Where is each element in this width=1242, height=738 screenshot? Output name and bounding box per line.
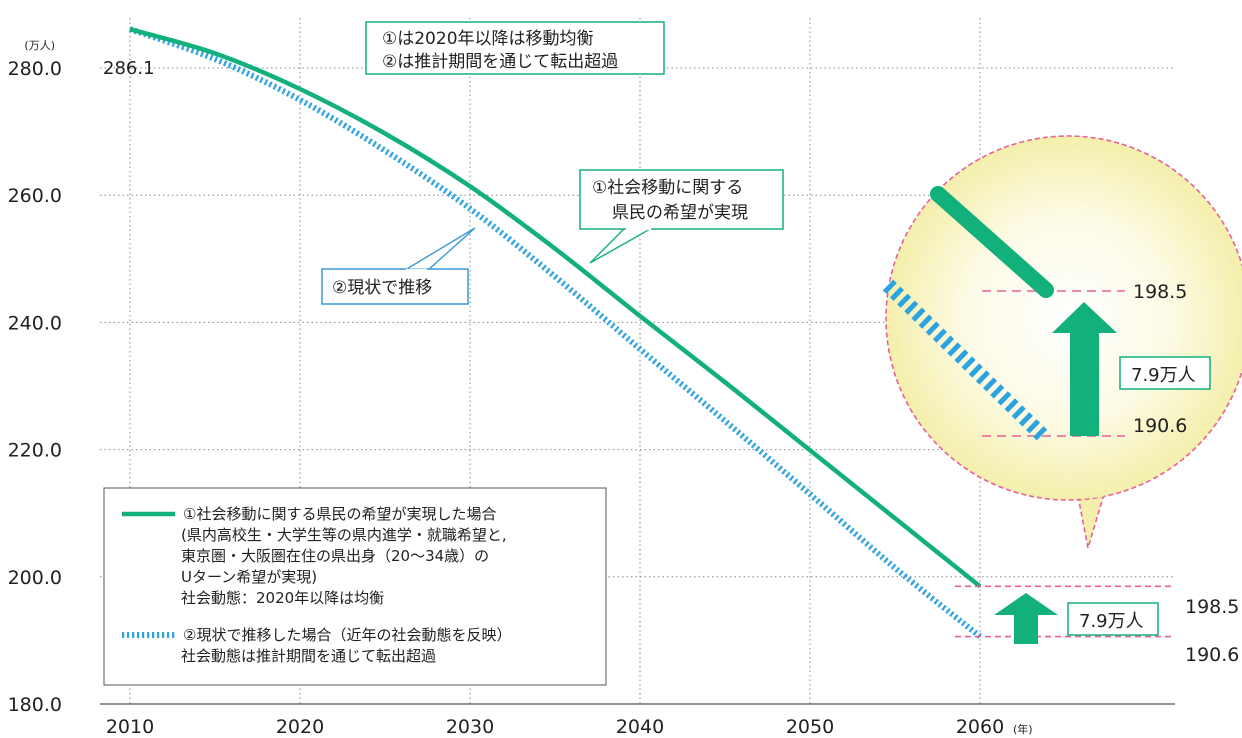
y-tick-label: 180.0 [8,694,62,716]
legend-item-1-line: ①社会移動に関する県民の希望が実現した場合 [183,505,496,523]
y-tick-label: 280.0 [8,58,62,80]
note-line-2: ②は推計期間を通じて転出超過 [382,52,618,72]
callout-2-pointer [402,227,476,271]
series-line-current-trend [129,26,982,639]
zoom-lower-value: 190.6 [1133,415,1187,437]
y-tick-label: 240.0 [8,312,62,334]
x-tick-label: 2030 [446,716,494,738]
note-line-1: ①は2020年以降は移動均衡 [382,29,594,49]
legend-item-2-line: 社会動態は推計期間を通じて転出超過 [181,647,436,665]
x-unit-label: (年) [1013,722,1033,736]
difference-arrow [994,593,1058,644]
legend-item-1-line: 東京圏・大阪圏在住の県出身（20～34歳）の [181,547,489,565]
y-tick-label: 220.0 [8,440,62,462]
x-tick-label: 2050 [786,716,834,738]
legend-item-2-line: ②現状で推移した場合（近年の社会動態を反映） [183,626,511,644]
difference-label: 7.9万人 [1079,611,1144,632]
legend-item-1-line: Uターン希望が実現) [181,568,317,586]
y-tick-label: 200.0 [8,567,62,589]
series-line-hope-realized [129,27,982,589]
callout-1-line-2: 県民の希望が実現 [612,203,748,223]
zoom-difference-label: 7.9万人 [1131,365,1196,386]
x-tick-label: 2040 [616,716,664,738]
callout-2-box [321,268,469,305]
legend-item-1-line: 社会動態：2020年以降は均衡 [181,589,384,607]
difference-box [1067,602,1159,636]
callout-1-pointer [589,227,655,264]
zoom-difference-box [1119,356,1211,390]
x-tick-label: 2020 [276,716,324,738]
end-value-upper: 198.5 [1185,596,1239,618]
start-value-label: 286.1 [103,58,155,79]
zoom-upper-value: 198.5 [1133,281,1187,303]
callout-2-label: ②現状で推移 [332,278,432,298]
y-tick-label: 260.0 [8,185,62,207]
y-unit-label: (万人) [24,39,55,52]
zoom-difference-arrow [1052,302,1117,436]
x-tick-label: 2060 [956,716,1004,738]
zoom-bubble-tail [1077,493,1105,549]
callout-1-box [579,169,784,230]
callout-1-line-1: ①社会移動に関する [592,178,743,198]
note-box [365,21,665,75]
x-tick-label: 2010 [106,716,154,738]
zoom-line-hope-realized [930,186,1054,298]
end-value-lower: 190.6 [1185,644,1239,666]
zoom-line-current-trend [882,279,1050,443]
legend-item-1-line: (県内高校生・大学生等の県内進学・就職希望と, [181,526,507,544]
legend-box [103,487,607,686]
